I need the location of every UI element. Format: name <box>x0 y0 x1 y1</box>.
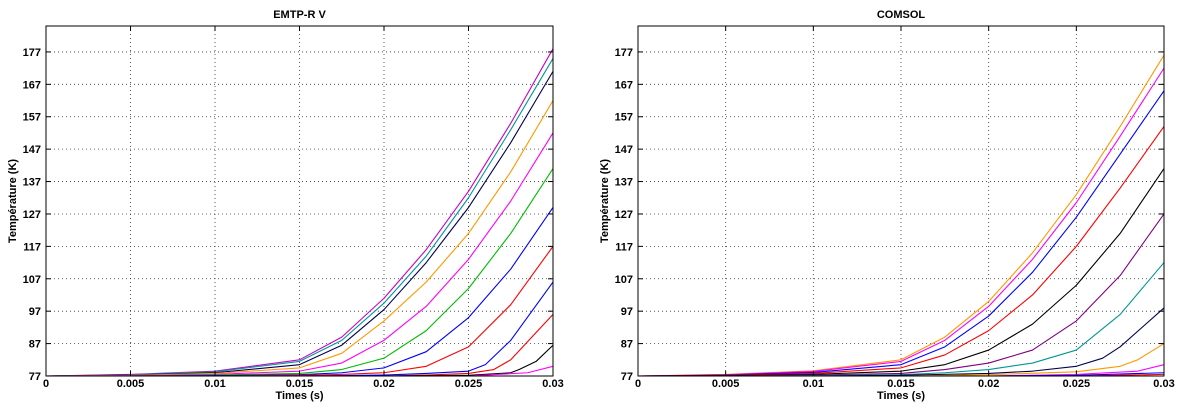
y-tick-label: 167 <box>615 79 633 91</box>
x-tick-label: 0.02 <box>373 378 394 390</box>
chart-title: EMTP-R V <box>273 9 326 21</box>
y-tick-label: 77 <box>621 371 633 383</box>
series-line <box>45 58 554 377</box>
x-tick-label: 0.03 <box>1153 378 1174 390</box>
x-tick-label: 0.025 <box>455 378 483 390</box>
x-tick-label: 0 <box>635 378 641 390</box>
y-tick-label: 97 <box>621 306 633 318</box>
chart-title: COMSOL <box>877 9 926 21</box>
y-tick-label: 157 <box>23 112 41 124</box>
x-tick-label: 0.015 <box>286 378 314 390</box>
x-tick-label: 0.03 <box>542 378 563 390</box>
y-tick-label: 97 <box>29 306 41 318</box>
chart-right: 0 0.005 0.01 0.015 0.02 0.025 0.03 77 87 97 107 117… <box>599 9 1175 402</box>
y-tick-label: 137 <box>23 177 41 189</box>
y-tick-label: 167 <box>23 79 41 91</box>
y-axis-label: Température (K) <box>7 159 19 243</box>
y-tick-label: 147 <box>23 144 41 156</box>
y-tick-label: 177 <box>615 47 633 59</box>
y-tick-label: 127 <box>23 209 41 221</box>
series-line <box>637 67 1165 377</box>
x-tick-label: 0.01 <box>204 378 225 390</box>
chart-left: 0 0.005 0.01 0.015 0.02 0.025 0.03 77 87 97 107 117… <box>7 9 564 402</box>
y-tick-label: 137 <box>615 177 633 189</box>
x-tick-label: 0.01 <box>803 378 824 390</box>
x-tick-label: 0.015 <box>887 378 915 390</box>
y-tick-label: 77 <box>29 371 41 383</box>
x-tick-label: 0 <box>43 378 49 390</box>
x-tick-label: 0.02 <box>978 378 999 390</box>
x-axis-label: Times (s) <box>275 390 323 402</box>
y-tick-label: 127 <box>615 209 633 221</box>
y-tick-label: 177 <box>23 47 41 59</box>
y-tick-label: 87 <box>621 339 633 351</box>
y-tick-label: 117 <box>615 241 633 253</box>
y-tick-label: 157 <box>615 112 633 124</box>
series-line <box>637 126 1165 377</box>
x-axis-label: Times (s) <box>877 390 925 402</box>
y-tick-label: 117 <box>23 241 41 253</box>
y-tick-label: 147 <box>615 144 633 156</box>
y-tick-label: 107 <box>23 274 41 286</box>
x-tick-label: 0.005 <box>712 378 740 390</box>
series-line <box>637 90 1165 377</box>
series-line <box>45 100 554 377</box>
x-tick-label: 0.005 <box>117 378 145 390</box>
x-tick-label: 0.025 <box>1063 378 1091 390</box>
y-axis-label: Température (K) <box>599 159 611 243</box>
plot-area <box>638 26 1164 376</box>
y-tick-label: 107 <box>615 274 633 286</box>
y-tick-label: 87 <box>29 339 41 351</box>
